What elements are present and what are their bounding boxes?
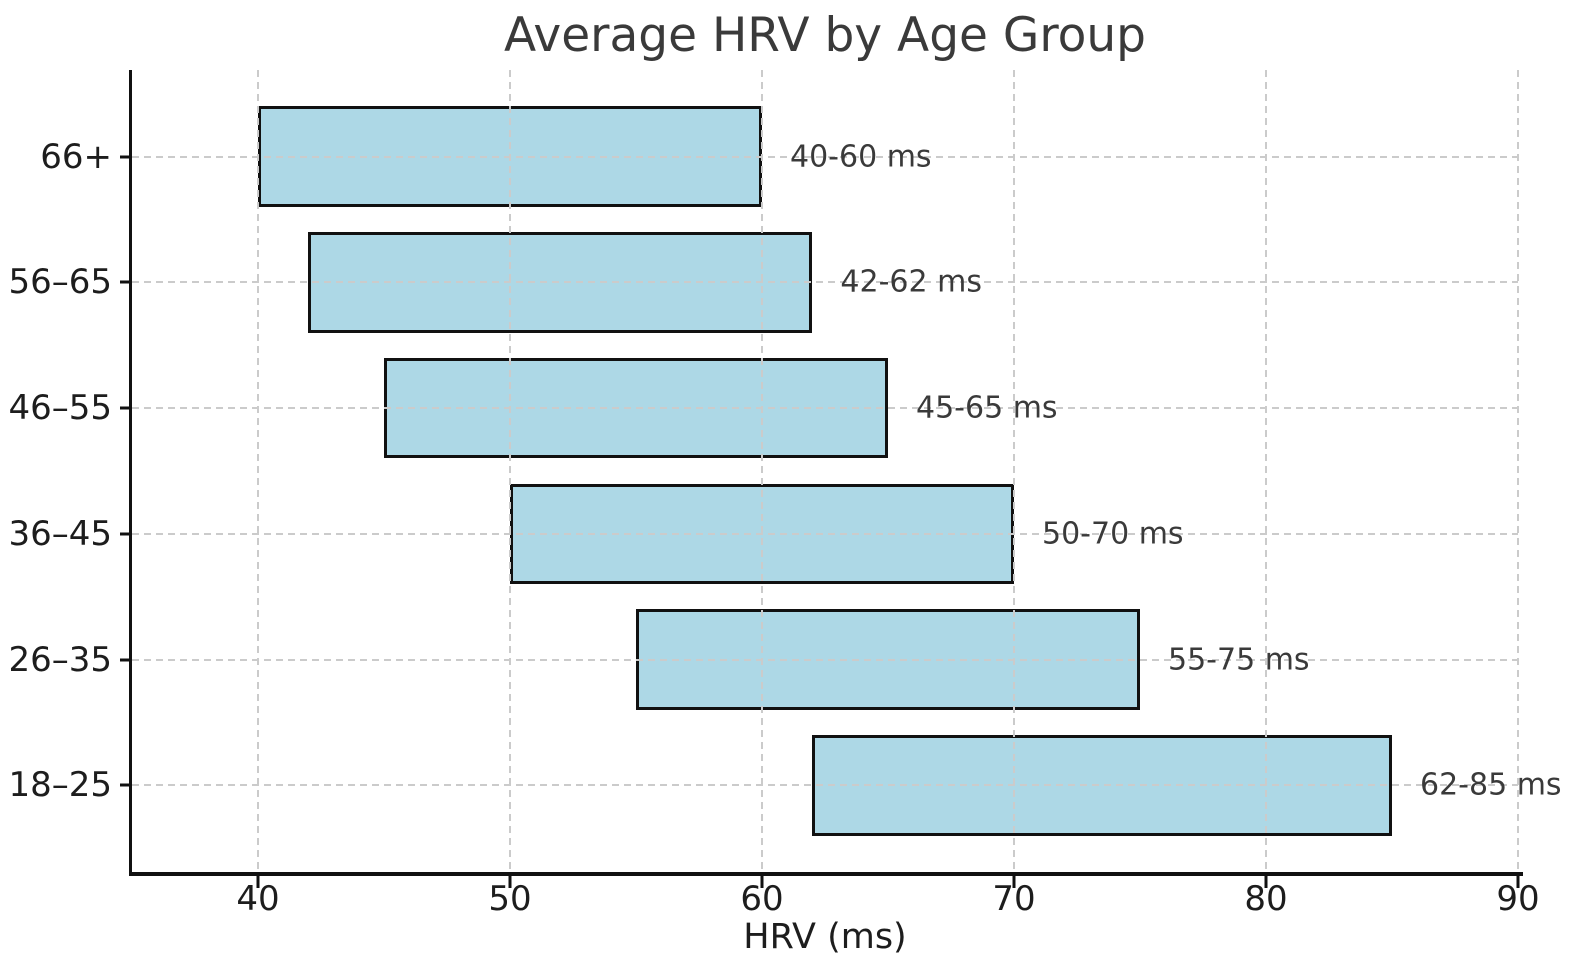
y-axis-ticks xyxy=(120,70,132,872)
y-tick-mark xyxy=(120,783,132,787)
y-tick-label: 66+ xyxy=(40,136,112,177)
y-tick-label: 26–35 xyxy=(8,639,112,680)
x-tick-label: 60 xyxy=(740,879,784,919)
bar-range-label: 45-65 ms xyxy=(916,390,1058,426)
grid-line-vertical xyxy=(1013,70,1015,872)
y-tick-mark xyxy=(120,532,132,536)
x-tick-mark xyxy=(256,875,260,888)
bar-range-label: 42-62 ms xyxy=(840,264,982,300)
x-tick-mark xyxy=(1516,875,1520,888)
grid-line-horizontal xyxy=(132,784,1518,787)
x-axis-labels: 40 50 60 70 80 90 xyxy=(132,879,1539,923)
y-axis-spine xyxy=(129,70,132,875)
x-tick-label: 80 xyxy=(1244,879,1288,919)
y-tick-label: 56–65 xyxy=(8,262,112,303)
y-tick-label: 46–55 xyxy=(8,388,112,429)
x-tick-label: 40 xyxy=(236,879,280,919)
x-axis-title: HRV (ms) xyxy=(743,917,907,957)
x-tick-mark xyxy=(760,875,764,888)
grid-line-horizontal xyxy=(132,155,1518,158)
grid-line-vertical xyxy=(257,70,259,872)
bar-range-label: 62-85 ms xyxy=(1420,767,1562,803)
bar-range-label: 40-60 ms xyxy=(790,139,932,175)
x-tick-label: 70 xyxy=(992,879,1036,919)
y-tick-mark xyxy=(120,155,132,159)
grid-line-horizontal xyxy=(132,532,1518,535)
grid-line-horizontal xyxy=(132,658,1518,661)
x-tick-label: 90 xyxy=(1496,879,1540,919)
x-tick-mark xyxy=(1264,875,1268,888)
grid-line-horizontal xyxy=(132,407,1518,410)
grid-line-vertical xyxy=(761,70,763,872)
grid-line-vertical xyxy=(509,70,511,872)
y-tick-mark xyxy=(120,658,132,662)
x-axis-spine xyxy=(129,872,1523,876)
grid-line-vertical xyxy=(1517,70,1519,872)
plot-area: 40-60 ms 42-62 ms 45-65 ms 50-70 ms 55-75 ms… xyxy=(129,70,1562,876)
x-tick-mark xyxy=(508,875,512,888)
x-tick-label: 50 xyxy=(488,879,532,919)
x-axis-ticks xyxy=(132,875,1520,888)
chart-title: Average HRV by Age Group xyxy=(504,8,1146,63)
y-tick-mark xyxy=(120,406,132,410)
y-axis-labels: 66+ 56–65 46–55 36–45 26–35 18–25 xyxy=(0,70,112,872)
x-tick-mark xyxy=(1012,875,1016,888)
y-tick-label: 36–45 xyxy=(8,513,112,554)
grid-line-horizontal xyxy=(132,281,1518,284)
y-tick-mark xyxy=(120,280,132,284)
bar-range-label: 55-75 ms xyxy=(1168,642,1310,678)
grid-line-vertical xyxy=(1265,70,1267,872)
y-tick-label: 18–25 xyxy=(8,765,112,806)
bar-range-label: 50-70 ms xyxy=(1042,516,1184,552)
